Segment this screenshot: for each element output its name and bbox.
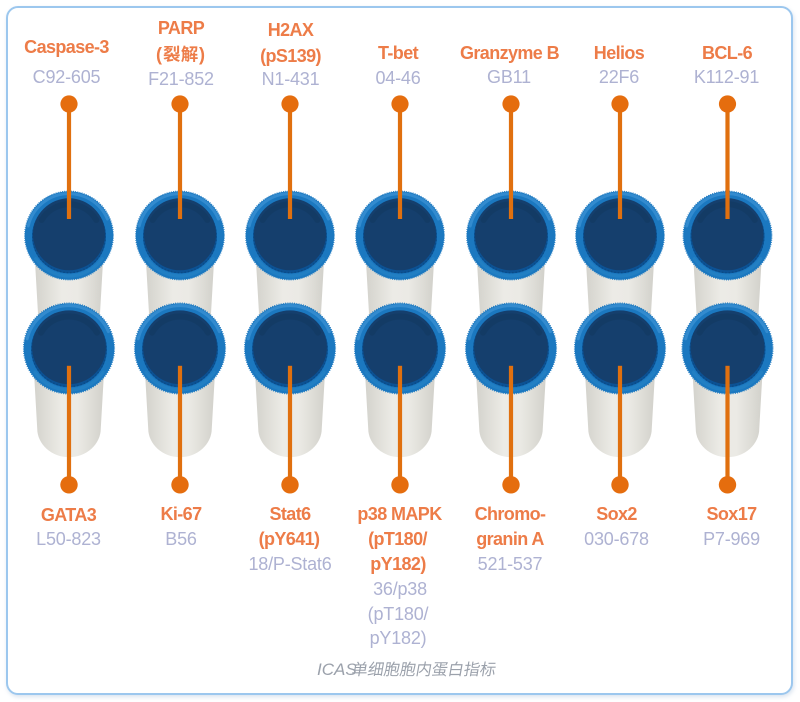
svg-text:(: (: [156, 44, 162, 64]
svg-text:ICAS: ICAS: [317, 660, 357, 679]
svg-text:): ): [199, 44, 205, 64]
